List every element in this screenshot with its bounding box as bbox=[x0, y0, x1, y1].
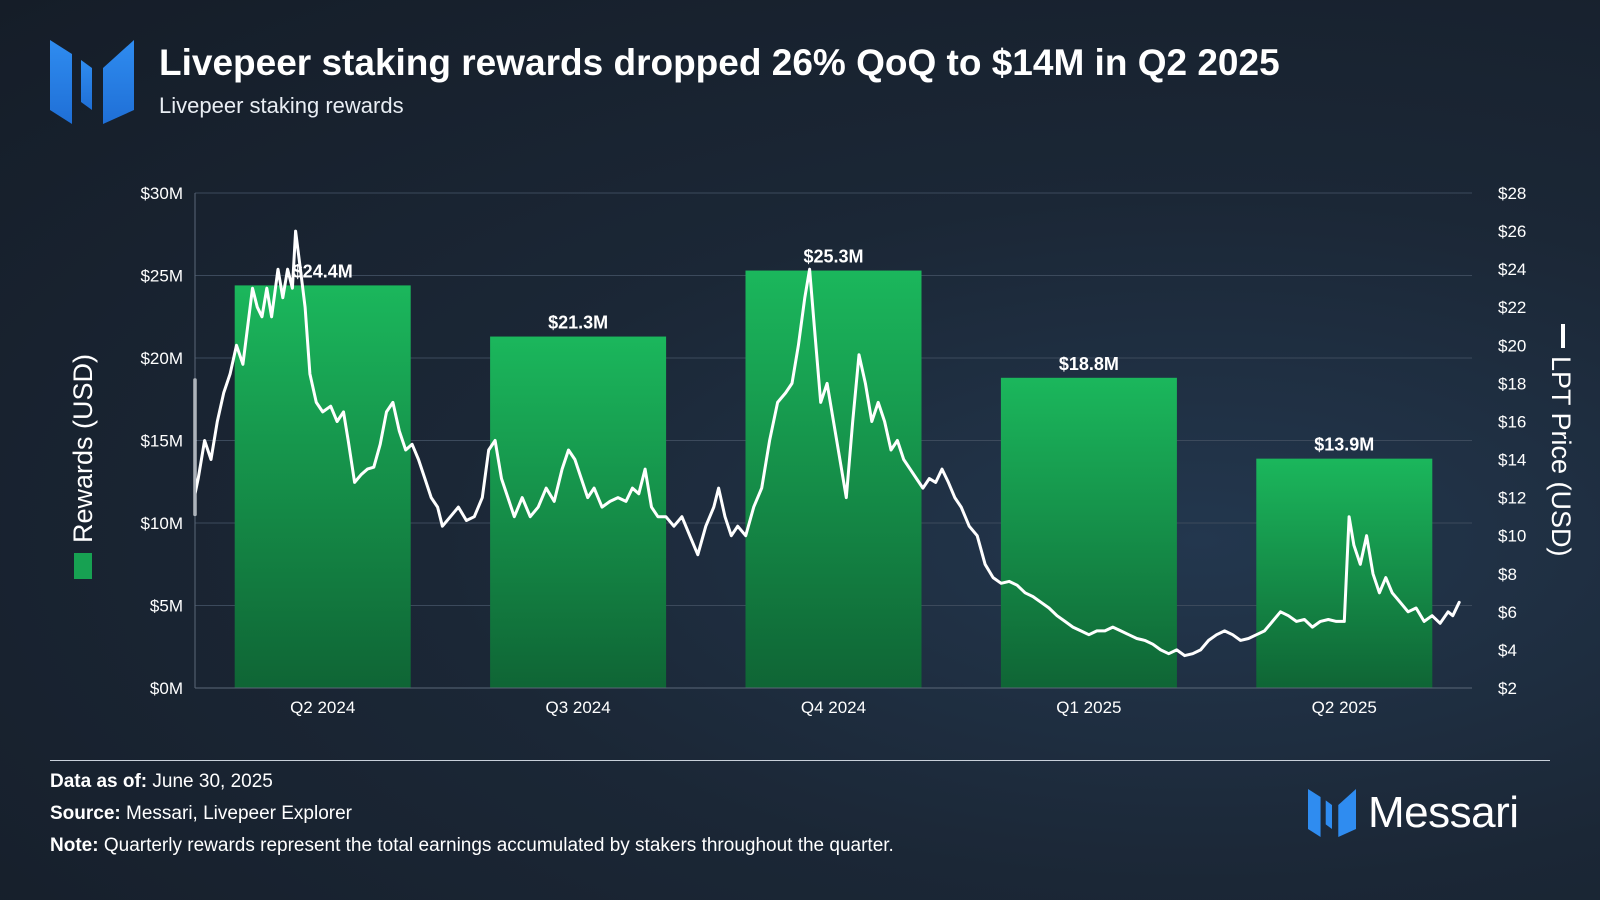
right-legend-swatch bbox=[1561, 324, 1565, 348]
left-tick-label: $15M bbox=[140, 432, 183, 451]
bar-value-label: $25.3M bbox=[803, 247, 863, 267]
footer-source: Source: Messari, Livepeer Explorer bbox=[50, 803, 353, 824]
bar-q4-2024 bbox=[745, 270, 922, 688]
brand-logo: Messari bbox=[1308, 788, 1519, 838]
x-tick-label: Q2 2025 bbox=[1312, 698, 1377, 717]
right-tick-label: $2 bbox=[1498, 679, 1517, 698]
left-tick-label: $10M bbox=[140, 514, 183, 533]
right-tick-label: $16 bbox=[1498, 412, 1526, 431]
right-tick-label: $26 bbox=[1498, 222, 1526, 241]
chart-title: Livepeer staking rewards dropped 26% QoQ… bbox=[159, 42, 1280, 83]
note-value: Quarterly rewards represent the total ea… bbox=[103, 835, 894, 856]
x-tick-label: Q2 2024 bbox=[290, 698, 355, 717]
bar-labels: $24.4M $21.3M $25.3M $18.8M $13.9M bbox=[293, 247, 1375, 455]
right-tick-label: $20 bbox=[1498, 336, 1526, 355]
footer-note: Note: Quarterly rewards represent the to… bbox=[50, 835, 894, 856]
left-tick-label: $20M bbox=[140, 349, 183, 368]
lpt-price-line bbox=[193, 229, 1461, 658]
data-as-of-value: June 30, 2025 bbox=[152, 771, 273, 792]
bar-value-label: $13.9M bbox=[1314, 435, 1374, 455]
bar-q2-2024 bbox=[234, 285, 411, 688]
right-tick-label: $12 bbox=[1498, 489, 1526, 508]
right-tick-label: $8 bbox=[1498, 565, 1517, 584]
axes: $0M $5M $10M $15M $20M $25M $30M $2 $4 $6 $8 $10 $12… bbox=[140, 184, 1526, 717]
bar-value-label: $18.8M bbox=[1059, 354, 1119, 374]
right-tick-label: $10 bbox=[1498, 527, 1526, 546]
right-tick-label: $28 bbox=[1498, 184, 1526, 203]
right-tick-label: $24 bbox=[1498, 260, 1526, 279]
x-tick-label: Q3 2024 bbox=[545, 698, 610, 717]
messari-brand-icon bbox=[1308, 789, 1356, 837]
chart-subtitle: Livepeer staking rewards bbox=[159, 93, 404, 118]
left-tick-label: $0M bbox=[150, 679, 183, 698]
right-tick-label: $6 bbox=[1498, 603, 1517, 622]
right-tick-label: $18 bbox=[1498, 374, 1526, 393]
right-tick-label: $22 bbox=[1498, 298, 1526, 317]
left-tick-label: $5M bbox=[150, 597, 183, 616]
bar-value-label: $24.4M bbox=[293, 261, 353, 281]
bar-q2-2025 bbox=[1256, 458, 1433, 688]
bar-q3-2024 bbox=[490, 336, 667, 688]
right-tick-label: $4 bbox=[1498, 641, 1517, 660]
right-tick-label: $14 bbox=[1498, 451, 1526, 470]
x-tick-label: Q4 2024 bbox=[801, 698, 866, 717]
left-tick-label: $30M bbox=[140, 184, 183, 203]
right-axis-title: LPT Price (USD) bbox=[1546, 356, 1576, 557]
bar-value-label: $21.3M bbox=[548, 313, 608, 333]
bars bbox=[234, 270, 1433, 688]
footer-divider bbox=[50, 760, 1550, 761]
messari-logo-icon bbox=[50, 40, 134, 124]
footer-data-as-of: Data as of: June 30, 2025 bbox=[50, 771, 273, 792]
x-tick-label: Q1 2025 bbox=[1056, 698, 1121, 717]
left-tick-label: $25M bbox=[140, 267, 183, 286]
source-value: Messari, Livepeer Explorer bbox=[126, 803, 353, 824]
left-legend-swatch bbox=[74, 553, 92, 579]
brand-name: Messari bbox=[1368, 788, 1519, 837]
left-axis-title: Rewards (USD) bbox=[68, 354, 98, 543]
bar-q1-2025 bbox=[1000, 377, 1177, 688]
price-line-layer bbox=[193, 229, 1461, 658]
